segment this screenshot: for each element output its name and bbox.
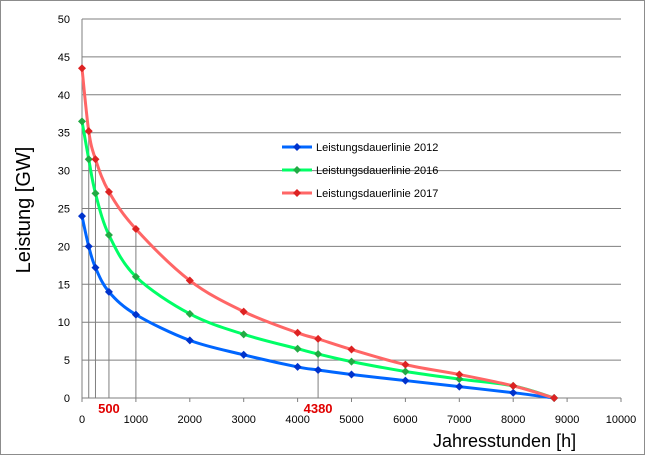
y-tick-label: 25 [58, 204, 70, 216]
grid-layer [82, 18, 621, 361]
data-point [84, 242, 93, 251]
series-layer [78, 64, 559, 402]
x-axis-title: Jahresstunden [h] [433, 431, 576, 451]
legend-swatch-marker [293, 166, 301, 174]
x-tick-label: 6000 [393, 414, 417, 426]
data-point [104, 231, 113, 240]
y-tick-label: 10 [58, 317, 70, 329]
data-point [293, 344, 302, 353]
y-axis-title: Leistung [GW] [13, 147, 35, 274]
data-point [401, 360, 410, 369]
axis-layer [81, 19, 622, 402]
data-point [91, 189, 100, 198]
data-point [293, 328, 302, 337]
data-point [185, 336, 194, 345]
legend: Leistungsdauerlinie 2012 Leistungsdauerli… [282, 142, 438, 200]
data-point [78, 117, 86, 126]
data-point [239, 350, 248, 359]
data-point [78, 64, 86, 73]
x-tick-label: 10000 [606, 414, 637, 426]
data-point [131, 272, 140, 281]
legend-swatch-marker [293, 189, 301, 197]
data-point [91, 155, 100, 164]
data-point [91, 263, 100, 272]
data-point [84, 127, 93, 136]
legend-swatch-marker [293, 143, 301, 151]
data-point [131, 224, 140, 233]
legend-label: Leistungsdauerlinie 2017 [316, 188, 438, 200]
y-tick-label: 20 [58, 241, 70, 253]
data-point [314, 334, 323, 343]
data-point [509, 388, 518, 397]
legend-label: Leistungsdauerlinie 2012 [316, 142, 438, 154]
data-point [104, 287, 113, 296]
x-tick-label: 9000 [555, 414, 579, 426]
y-tick-label: 45 [58, 52, 70, 64]
data-point [239, 307, 248, 316]
data-point [347, 357, 356, 366]
x-tick-label: 7000 [447, 414, 471, 426]
data-point [314, 350, 323, 359]
annotation-label: 500 [98, 401, 120, 416]
data-point [455, 382, 464, 391]
annotation-layer: 500 4380 [98, 401, 332, 416]
data-point [293, 362, 302, 371]
x-tick-label: 4000 [285, 414, 309, 426]
y-tick-label: 35 [58, 128, 70, 140]
x-tick-label: 5000 [339, 414, 363, 426]
x-tick-label: 8000 [501, 414, 525, 426]
data-point [104, 187, 113, 196]
series-line [80, 68, 555, 400]
data-point [185, 309, 194, 318]
legend-label: Leistungsdauerlinie 2016 [316, 165, 438, 177]
data-point [347, 370, 356, 379]
y-tick-label: 15 [58, 279, 70, 291]
x-tick-label: 3000 [231, 414, 255, 426]
y-tick-label: 50 [58, 14, 70, 26]
data-point [84, 155, 93, 164]
data-point [401, 367, 410, 376]
data-point [314, 365, 323, 374]
data-point [347, 345, 356, 354]
y-tick-label: 5 [64, 355, 70, 367]
data-point [131, 310, 140, 319]
x-tick-label: 1000 [124, 414, 148, 426]
data-point [455, 375, 464, 384]
data-point [509, 381, 518, 390]
x-tick-label: 2000 [178, 414, 202, 426]
data-point [550, 394, 559, 402]
x-tick-label: 0 [79, 414, 85, 426]
y-tick-label: 30 [58, 166, 70, 178]
y-tick-label: 0 [64, 393, 70, 405]
data-point [455, 370, 464, 379]
series-line [80, 121, 555, 400]
y-tick-label: 40 [58, 90, 70, 102]
data-point [401, 376, 410, 385]
data-point [239, 330, 248, 339]
annotation-label: 4380 [304, 401, 333, 416]
data-point [185, 276, 194, 285]
data-point [78, 212, 86, 221]
